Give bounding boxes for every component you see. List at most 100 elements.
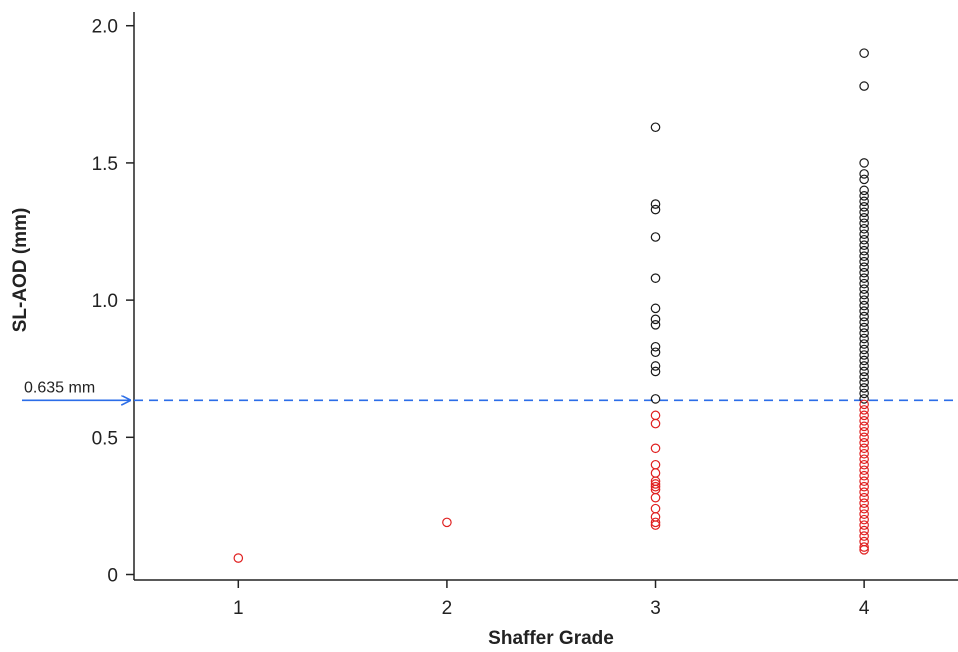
- data-point: [859, 185, 869, 196]
- data-point: [859, 278, 869, 289]
- data-point: [859, 443, 869, 454]
- data-point: [859, 273, 869, 283]
- data-point: [859, 317, 869, 327]
- data-point: [650, 410, 661, 421]
- data-point: [859, 520, 869, 530]
- y-tick-label: 0: [107, 566, 118, 587]
- data-point: [859, 421, 869, 432]
- data-point: [859, 339, 869, 349]
- data-point: [650, 314, 661, 325]
- x-tick-label: 3: [650, 598, 661, 619]
- x-axis-title: Shaffer Grade: [488, 628, 614, 649]
- y-axis-title: SL-AOD (mm): [10, 208, 31, 333]
- data-point: [650, 468, 661, 478]
- data-point: [859, 487, 869, 497]
- data-point: [859, 432, 869, 443]
- data-point: [859, 355, 869, 366]
- y-axis-ticks: 0 0.5 1.0 1.5 2.0: [92, 17, 134, 587]
- x-tick-label: 4: [859, 598, 870, 619]
- data-point: [859, 454, 869, 465]
- data-point: [650, 204, 661, 215]
- data-point: [859, 383, 869, 393]
- data-point: [859, 174, 869, 185]
- data-point: [859, 361, 869, 371]
- data-point: [650, 366, 661, 377]
- data-point: [859, 328, 869, 338]
- data-point: [859, 223, 869, 234]
- data-point: [650, 479, 661, 489]
- data-point: [859, 503, 869, 514]
- data-point: [859, 267, 869, 278]
- data-point: [859, 311, 869, 322]
- data-point: [650, 492, 661, 503]
- x-axis-ticks: 1 2 3 4: [233, 580, 870, 619]
- x-tick-label: 1: [233, 598, 244, 619]
- data-point: [859, 388, 869, 399]
- data-point: [650, 394, 661, 404]
- data-point: [650, 481, 661, 492]
- data-point: [650, 320, 661, 330]
- data-point: [859, 470, 869, 481]
- data-point: [859, 514, 869, 525]
- data-point: [650, 232, 661, 242]
- data-point: [859, 405, 869, 415]
- y-tick-label: 1.0: [92, 291, 118, 312]
- data-point: [859, 459, 869, 470]
- data-point: [859, 372, 869, 382]
- data-point: [650, 199, 661, 209]
- data-point: [650, 517, 661, 528]
- x-tick-label: 2: [442, 598, 453, 619]
- data-point: [650, 341, 661, 352]
- data-point: [859, 196, 869, 207]
- data-point: [859, 234, 869, 245]
- data-point: [859, 284, 869, 294]
- data-point: [650, 361, 661, 371]
- data-point: [859, 218, 869, 229]
- data-point: [859, 202, 869, 212]
- data-point: [859, 212, 869, 223]
- data-point: [650, 459, 661, 470]
- data-point: [859, 229, 869, 240]
- data-point: [859, 295, 869, 305]
- data-point: [859, 256, 869, 267]
- data-point: [650, 443, 661, 454]
- y-tick-label: 2.0: [92, 17, 118, 38]
- data-point: [859, 333, 869, 344]
- data-point: [859, 262, 869, 272]
- data-point: [859, 476, 869, 487]
- y-tick-label: 0.5: [92, 428, 118, 449]
- data-point: [859, 251, 869, 262]
- data-point: [859, 158, 869, 168]
- data-point: [859, 306, 869, 316]
- data-point: [859, 509, 869, 519]
- data-point: [650, 520, 661, 530]
- data-point: [859, 399, 869, 410]
- data-point: [859, 169, 869, 179]
- data-point: [859, 289, 869, 300]
- data-point: [859, 492, 869, 503]
- data-point: [859, 525, 869, 536]
- data-point: [859, 427, 869, 437]
- data-points: [233, 48, 869, 563]
- data-point: [859, 448, 869, 459]
- data-point: [650, 347, 661, 358]
- data-point: [859, 344, 869, 355]
- data-point: [650, 503, 661, 514]
- data-point: [859, 245, 869, 256]
- data-point: [859, 207, 869, 218]
- data-point: [859, 394, 869, 404]
- data-point: [859, 416, 869, 426]
- data-point: [859, 81, 869, 91]
- data-point: [859, 481, 869, 492]
- data-point: [859, 240, 869, 251]
- data-point: [859, 191, 869, 201]
- data-point: [859, 438, 869, 448]
- data-point: [859, 377, 869, 388]
- data-point: [859, 300, 869, 311]
- data-point: [859, 498, 869, 508]
- data-point: [650, 122, 661, 133]
- data-point: [650, 273, 661, 283]
- data-point: [650, 303, 661, 314]
- data-point: [859, 366, 869, 377]
